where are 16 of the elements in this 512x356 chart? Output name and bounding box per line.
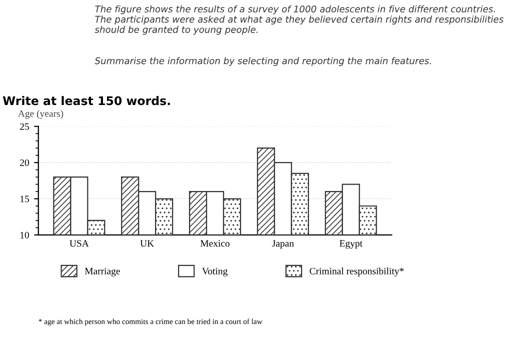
y-tick-label: 10 xyxy=(20,232,29,238)
chart-title: The figure shows the results of a survey of 1000 adolescents in five different countries. The participants were asked at what age they believed certain rights and responsibilities should be granted to young people. xyxy=(94,5,504,35)
y-axis-title: Age (years) xyxy=(18,110,64,119)
legend-label: Marriage xyxy=(84,268,120,276)
x-tick-label: UK xyxy=(140,240,154,247)
chart-subtitle: Summarise the information by selecting and reporting the main features. xyxy=(94,57,431,66)
x-tick-label: Egypt xyxy=(340,240,362,249)
text: Write at least 150 words. xyxy=(2,96,170,106)
legend-label: Criminal responsibility* xyxy=(310,268,404,276)
y-tick-label: 25 xyxy=(20,123,29,130)
legend-label: Voting xyxy=(202,268,228,276)
x-tick-label: USA xyxy=(70,240,89,247)
x-tick-label: Japan xyxy=(272,240,294,249)
x-tick-label: Mexico xyxy=(200,240,230,247)
y-tick-label: 15 xyxy=(20,196,29,202)
y-tick-label: 20 xyxy=(20,159,29,166)
